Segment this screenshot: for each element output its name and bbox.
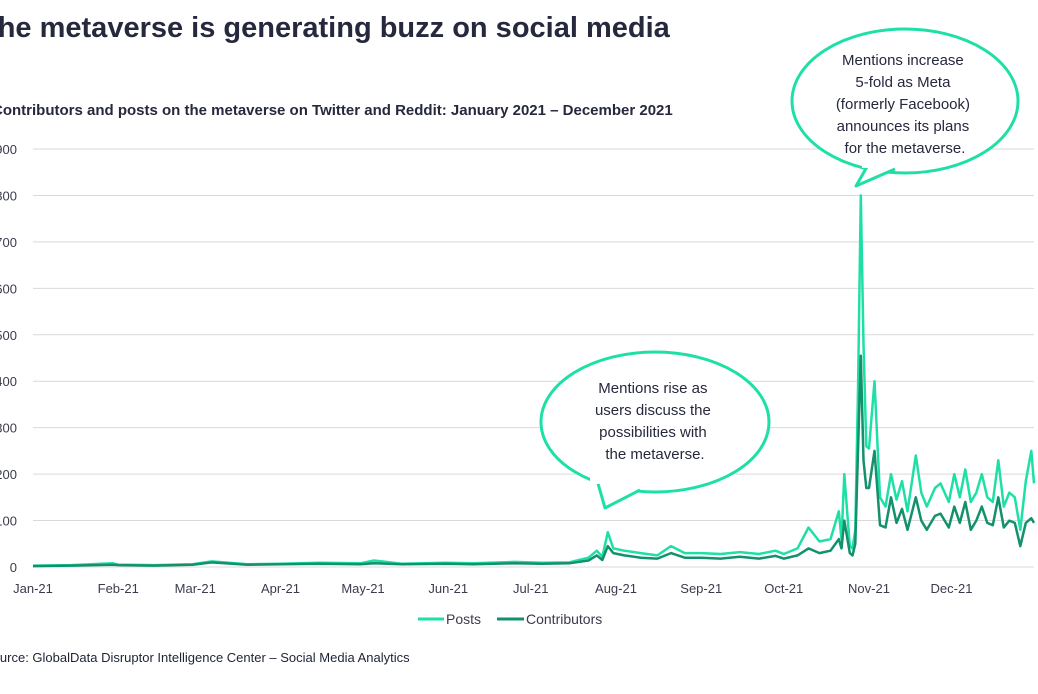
legend-posts-label: Posts <box>446 611 481 627</box>
callout-oct-bubble <box>790 27 1020 175</box>
series-lines <box>32 194 1036 568</box>
callout-aug-line: users discuss the <box>595 402 711 419</box>
callout-oct-line: (formerly Facebook) <box>836 96 970 113</box>
x-tick-label: Oct-21 <box>764 581 803 596</box>
y-tick-label: 200 <box>0 467 17 482</box>
chart-title: The metaverse is generating buzz on soci… <box>0 12 670 44</box>
callout-aug-pointer <box>595 479 641 510</box>
x-tick-label: May-21 <box>341 581 384 596</box>
x-tick-label: Sep-21 <box>680 581 722 596</box>
callout-oct-text: Mentions increase 5-fold as Meta (former… <box>836 52 974 157</box>
y-tick-label: 0 <box>10 560 17 575</box>
callout-oct-line: announces its plans <box>837 118 970 135</box>
callout-oct-line: 5-fold as Meta <box>855 74 951 91</box>
callout-aug-text: Mentions rise as users discuss the possi… <box>595 380 715 463</box>
y-tick-label: 900 <box>0 142 17 157</box>
callout-oct-line: Mentions increase <box>842 52 964 69</box>
y-tick-label: 500 <box>0 328 17 343</box>
x-tick-label: Jan-21 <box>13 581 53 596</box>
callout-aug-line: Mentions rise as <box>598 380 707 397</box>
y-tick-label: 800 <box>0 188 17 203</box>
grid-lines <box>33 148 1034 568</box>
y-tick-label: 100 <box>0 514 17 529</box>
callout-aug-line: the metaverse. <box>605 446 704 463</box>
x-tick-label: Mar-21 <box>175 581 216 596</box>
chart-subtitle: Contributors and posts on the metaverse … <box>0 102 673 119</box>
y-tick-label: 300 <box>0 421 17 436</box>
x-tick-label: Feb-21 <box>98 581 139 596</box>
y-tick-label: 400 <box>0 374 17 389</box>
x-tick-label: Nov-21 <box>848 581 890 596</box>
callout-oct-pointer <box>854 164 896 188</box>
y-tick-label: 700 <box>0 235 17 250</box>
x-axis: Jan-21 Feb-21 Mar-21 Apr-21 May-21 Jun-21 Jul-… <box>13 581 972 596</box>
series-line-posts <box>32 194 1036 567</box>
callout-aug-line: possibilities with <box>599 424 707 441</box>
source-note: Source: GlobalData Disruptor Intelligenc… <box>0 650 410 665</box>
x-tick-label: Jul-21 <box>513 581 548 596</box>
x-tick-label: Aug-21 <box>595 581 637 596</box>
x-tick-label: Dec-21 <box>931 581 973 596</box>
legend-contributors-label: Contributors <box>526 611 602 627</box>
callout-aug: Mentions rise as users discuss the possi… <box>539 350 771 510</box>
x-tick-label: Apr-21 <box>261 581 300 596</box>
y-axis: 0 100 200 300 400 500 600 700 800 900 <box>0 142 17 575</box>
series-line-contributors <box>32 354 1036 568</box>
callout-oct-line: for the metaverse. <box>845 140 966 157</box>
x-tick-label: Jun-21 <box>428 581 468 596</box>
legend: Posts Contributors <box>418 611 602 627</box>
callout-aug-bubble <box>539 350 771 494</box>
y-tick-label: 600 <box>0 281 17 296</box>
callout-oct: Mentions increase 5-fold as Meta (former… <box>790 27 1020 188</box>
